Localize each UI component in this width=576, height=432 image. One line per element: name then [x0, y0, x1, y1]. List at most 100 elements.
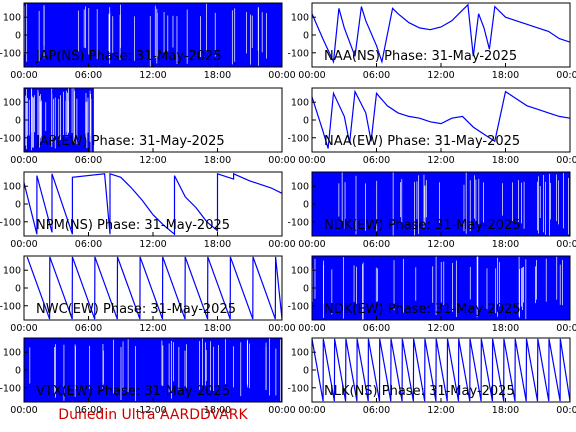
panel-title: NPM(NS) Phase: 31-May-2025	[36, 218, 230, 233]
panel-title: NAA(EW) Phase: 31-May-2025	[324, 134, 520, 149]
x-tick-label: 06:00	[363, 323, 390, 334]
x-tick-label: 00:00	[298, 155, 325, 166]
panel-3: 100 0 -100 00:00 06:00 12:00 18:00 00:00 JAP(EW)…	[0, 87, 296, 166]
panel-8: 100 0 -100 00:00 06:00 12:00 18:00 00:00 NDK(EW)…	[287, 255, 576, 334]
x-tick-label: 18:00	[204, 323, 231, 334]
phase-trace	[24, 172, 282, 236]
y-tick-label: 0	[303, 116, 309, 127]
y-tick-label: -100	[0, 48, 21, 59]
x-tick-label: 06:00	[75, 155, 102, 166]
y-tick-label: 100	[291, 98, 309, 109]
x-tick-label: 18:00	[492, 155, 519, 166]
x-tick-label: 18:00	[492, 239, 519, 250]
y-tick-label: 100	[3, 348, 21, 359]
phase-trace-dense	[24, 3, 282, 67]
x-tick-label: 12:00	[427, 239, 454, 250]
x-tick-label: 18:00	[492, 405, 519, 416]
y-tick-label: 0	[303, 200, 309, 211]
phase-trace	[312, 89, 570, 149]
x-tick-label: 12:00	[139, 239, 166, 250]
panel-7: 100 0 -100 00:00 06:00 12:00 18:00 00:00 NWC(EW)…	[0, 255, 296, 334]
panel-title: NAA(NS) Phase: 31-May-2025	[324, 49, 517, 64]
y-tick-label: -100	[0, 383, 21, 394]
x-tick-label: 18:00	[204, 405, 231, 416]
y-tick-label: 0	[303, 31, 309, 42]
y-tick-label: -100	[0, 217, 21, 228]
phase-trace	[312, 338, 570, 402]
x-tick-label: 00:00	[298, 70, 325, 81]
x-tick-label: 00:00	[556, 239, 576, 250]
y-tick-label: 100	[291, 182, 309, 193]
y-tick-label: 100	[291, 348, 309, 359]
x-tick-label: 12:00	[139, 155, 166, 166]
y-tick-label: 100	[291, 266, 309, 277]
y-tick-label: -100	[287, 133, 309, 144]
panel-title: NDK(EW) Phase: 31-May-2025	[324, 218, 521, 233]
x-tick-label: 12:00	[139, 70, 166, 81]
x-tick-label: 06:00	[363, 70, 390, 81]
y-tick-label: 0	[15, 366, 21, 377]
y-tick-label: 0	[15, 200, 21, 211]
panel-title: NDK(EW) Phase: 31-May-2025	[324, 302, 521, 317]
x-tick-label: 06:00	[75, 70, 102, 81]
x-tick-label: 00:00	[10, 323, 37, 334]
y-tick-label: -100	[0, 133, 21, 144]
x-tick-label: 18:00	[204, 239, 231, 250]
phase-trace	[312, 3, 570, 65]
x-tick-label: 00:00	[268, 239, 295, 250]
y-tick-label: 0	[303, 284, 309, 295]
y-tick-label: 0	[15, 116, 21, 127]
x-tick-label: 00:00	[298, 405, 325, 416]
x-tick-label: 06:00	[75, 323, 102, 334]
y-tick-label: 0	[15, 31, 21, 42]
x-tick-label: 00:00	[10, 70, 37, 81]
x-tick-label: 00:00	[10, 239, 37, 250]
panel-2: 100 0 -100 00:00 06:00 12:00 18:00 00:00 NAA(NS)…	[287, 2, 576, 81]
x-tick-label: 12:00	[427, 155, 454, 166]
x-tick-label: 06:00	[75, 239, 102, 250]
panel-10: 100 0 -100 00:00 06:00 12:00 18:00 00:00 NLK(NS)…	[287, 337, 576, 416]
y-tick-label: 0	[303, 366, 309, 377]
footer-label: Dunedin Ultra AARDDVARK	[58, 407, 248, 423]
y-tick-label: -100	[287, 48, 309, 59]
panel-5: 100 0 -100 00:00 06:00 12:00 18:00 00:00 NPM(NS)…	[0, 171, 296, 250]
x-tick-label: 00:00	[268, 70, 295, 81]
x-tick-label: 00:00	[556, 70, 576, 81]
y-tick-label: -100	[287, 217, 309, 228]
x-tick-label: 12:00	[427, 323, 454, 334]
phase-trace-dense	[24, 338, 282, 402]
y-tick-label: -100	[287, 301, 309, 312]
phase-trace	[26, 256, 282, 320]
x-tick-label: 00:00	[10, 155, 37, 166]
y-tick-label: 100	[3, 182, 21, 193]
y-tick-label: -100	[287, 383, 309, 394]
x-tick-label: 06:00	[363, 405, 390, 416]
x-tick-label: 18:00	[204, 70, 231, 81]
x-tick-label: 00:00	[268, 155, 295, 166]
panel-title: JAP(NS) Phase: 31-May-2025	[35, 49, 222, 64]
phase-trace-dense	[312, 172, 570, 236]
x-tick-label: 12:00	[427, 405, 454, 416]
x-tick-label: 12:00	[427, 70, 454, 81]
panel-title: NLK(NS) Phase: 31-May-2025	[324, 384, 515, 399]
panel-4: 100 0 -100 00:00 06:00 12:00 18:00 00:00 NAA(EW)…	[287, 87, 576, 166]
x-tick-label: 12:00	[139, 405, 166, 416]
x-tick-label: 18:00	[492, 70, 519, 81]
x-tick-label: 06:00	[363, 155, 390, 166]
x-tick-label: 18:00	[492, 323, 519, 334]
x-tick-label: 00:00	[268, 405, 295, 416]
x-tick-label: 00:00	[298, 323, 325, 334]
x-tick-label: 06:00	[363, 239, 390, 250]
x-tick-label: 00:00	[298, 239, 325, 250]
x-tick-label: 12:00	[139, 323, 166, 334]
x-tick-label: 00:00	[10, 405, 37, 416]
x-tick-label: 00:00	[556, 323, 576, 334]
x-tick-label: 00:00	[268, 323, 295, 334]
panel-9: 100 0 -100 00:00 06:00 12:00 18:00 00:00 VTX(EW)…	[0, 337, 296, 416]
x-tick-label: 00:00	[556, 405, 576, 416]
x-tick-label: 18:00	[204, 155, 231, 166]
x-tick-label: 06:00	[75, 405, 102, 416]
y-tick-label: 100	[3, 266, 21, 277]
panel-title: NWC(EW) Phase: 31-May-2025	[36, 302, 236, 317]
